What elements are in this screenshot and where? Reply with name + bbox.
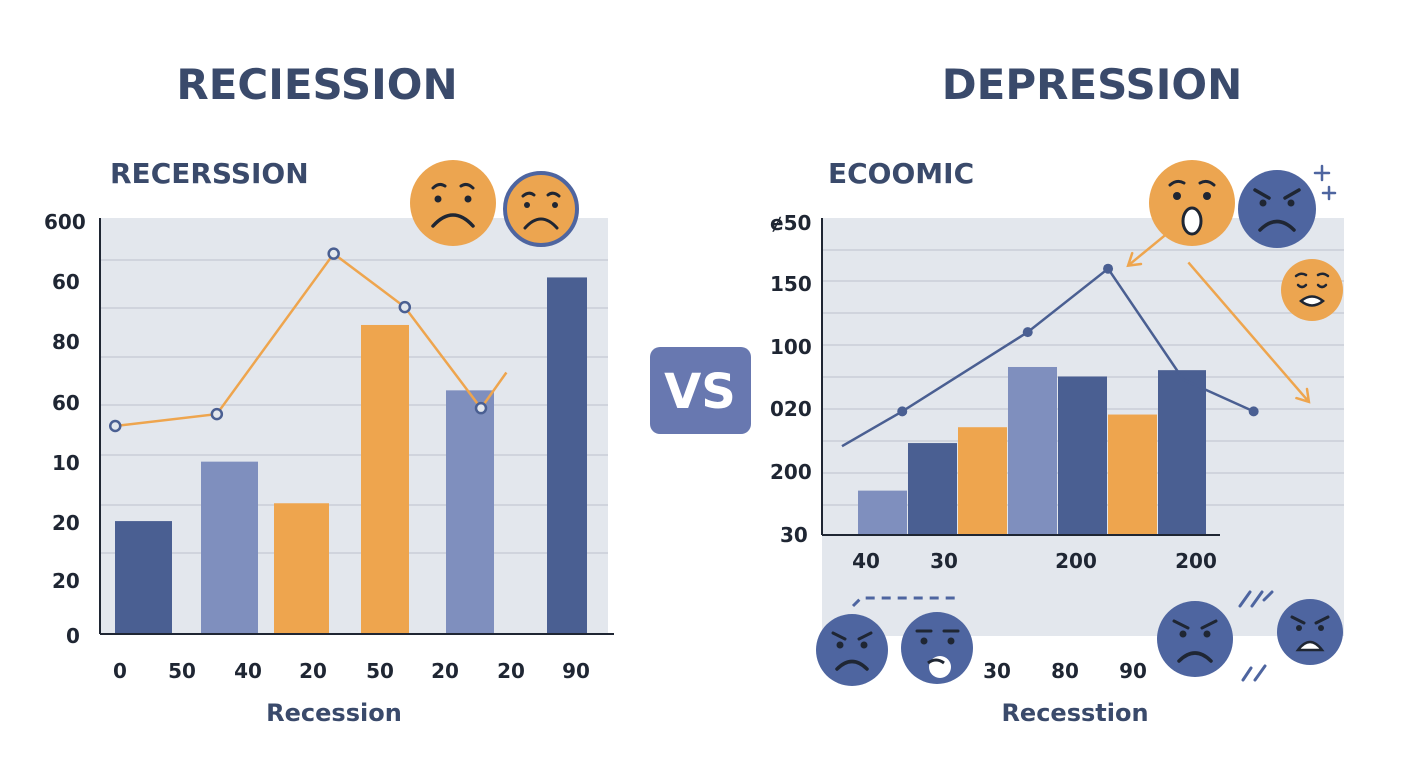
left-x-tick-label: 40 [234, 659, 262, 683]
series-line [115, 251, 508, 428]
right-x-tick-label: 200 [1055, 549, 1097, 573]
right-main-title: DEPRESSION [942, 60, 1242, 109]
left-y-tick-label: 20 [52, 569, 80, 593]
left-y-tick-label: 80 [52, 330, 80, 354]
left-chart: RECERSSION 600 60 80 60 10 20 20 0 0 50 … [44, 157, 614, 727]
distressed-face-navy-icon [1277, 599, 1343, 665]
line-marker [1248, 406, 1259, 417]
left-main-title: RECIESSION [176, 60, 457, 109]
yawning-face-navy-icon [901, 612, 973, 684]
bar [1158, 370, 1206, 535]
right-y-ticks: ɇ50 150 100 020 200 30 [770, 211, 812, 547]
vs-badge: VS [650, 347, 751, 434]
trend-arrow-head [1295, 387, 1311, 404]
frowning-face-navy-icon [816, 614, 888, 686]
left-gridlines [100, 259, 608, 554]
worried-face-orange-icon [1281, 259, 1343, 321]
left-y-ticks: 600 60 80 60 10 20 20 0 [44, 210, 86, 648]
right-extra-label: 30 [983, 659, 1011, 683]
bar [361, 324, 409, 634]
series-line [841, 266, 1255, 448]
sad-face-orange-ringed-icon [503, 171, 579, 247]
line-marker [1103, 263, 1114, 274]
right-y-tick-label: 020 [770, 397, 812, 421]
line-marker [474, 401, 488, 415]
line-marker [398, 300, 412, 314]
right-chart-title: ECOOMIC [828, 157, 974, 190]
right-chart: ECOOMIC ɇ50 150 100 020 200 30 40 30 200… [770, 157, 1344, 727]
left-y-tick-label: 0 [66, 624, 80, 648]
left-x-tick-label: 20 [497, 659, 525, 683]
line-marker [108, 419, 122, 433]
right-x-tick-label: 30 [930, 549, 958, 573]
right-x-tick-label: 40 [852, 549, 880, 573]
left-y-tick-label: 10 [52, 451, 80, 475]
left-x-tick-label: 50 [366, 659, 394, 683]
right-line-series [841, 263, 1259, 448]
dashed-connector [851, 596, 957, 608]
shocked-face-orange-icon [1149, 160, 1235, 246]
left-y-tick-label: 60 [52, 391, 80, 415]
upset-face-navy-icon [1157, 601, 1233, 677]
bar [201, 461, 258, 634]
right-x-tick-label: 200 [1175, 549, 1217, 573]
right-y-tick-label: 200 [770, 460, 812, 484]
left-x-tick-label: 20 [299, 659, 327, 683]
bar [858, 490, 907, 535]
right-x-axis-label: Recesstion [1001, 699, 1148, 727]
right-extra-label: 80 [1051, 659, 1079, 683]
right-y-tick-label: 100 [770, 335, 812, 359]
left-line-series [108, 247, 508, 433]
left-x-axis-label: Recession [266, 699, 402, 727]
trend-arrow-head [1126, 251, 1143, 268]
left-x-tick-label: 20 [431, 659, 459, 683]
trend-arrow [1187, 261, 1310, 403]
left-bars [115, 277, 587, 634]
bar [446, 390, 494, 634]
left-y-tick-label: 20 [52, 511, 80, 535]
bar [1008, 366, 1057, 535]
line-marker [210, 407, 224, 421]
bar [958, 427, 1007, 535]
plus-sparkle-icon [1313, 164, 1337, 201]
left-y-tick-label: 60 [52, 270, 80, 294]
left-chart-title: RECERSSION [110, 157, 309, 190]
right-extra-label: 90 [1119, 659, 1147, 683]
right-y-tick-label: 150 [770, 272, 812, 296]
bar [274, 503, 329, 634]
line-marker [897, 406, 908, 417]
bar [1108, 414, 1157, 535]
bar [908, 443, 957, 535]
right-bars [858, 366, 1206, 535]
left-x-tick-label: 90 [562, 659, 590, 683]
right-extra-labels: 30 80 90 [983, 659, 1147, 683]
right-y-tick-label: ɇ50 [770, 211, 811, 235]
angry-face-navy-icon [1238, 170, 1316, 248]
left-plot-area [100, 218, 608, 634]
bar [1058, 376, 1107, 535]
left-x-tick-label: 0 [113, 659, 127, 683]
right-trend-arrows [1126, 223, 1311, 404]
left-x-tick-label: 50 [168, 659, 196, 683]
left-x-ticks: 0 50 40 20 50 20 20 90 [113, 659, 590, 683]
slash-marks-icon [1238, 590, 1274, 682]
line-marker [1022, 327, 1033, 338]
vs-label: VS [664, 364, 736, 420]
left-y-tick-label: 600 [44, 210, 86, 234]
line-marker [327, 247, 340, 260]
bar [547, 277, 587, 634]
bar [115, 521, 172, 634]
right-x-ticks: 40 30 200 200 [852, 549, 1217, 573]
right-y-tick-label: 30 [780, 523, 808, 547]
sad-face-orange-icon [410, 160, 496, 246]
